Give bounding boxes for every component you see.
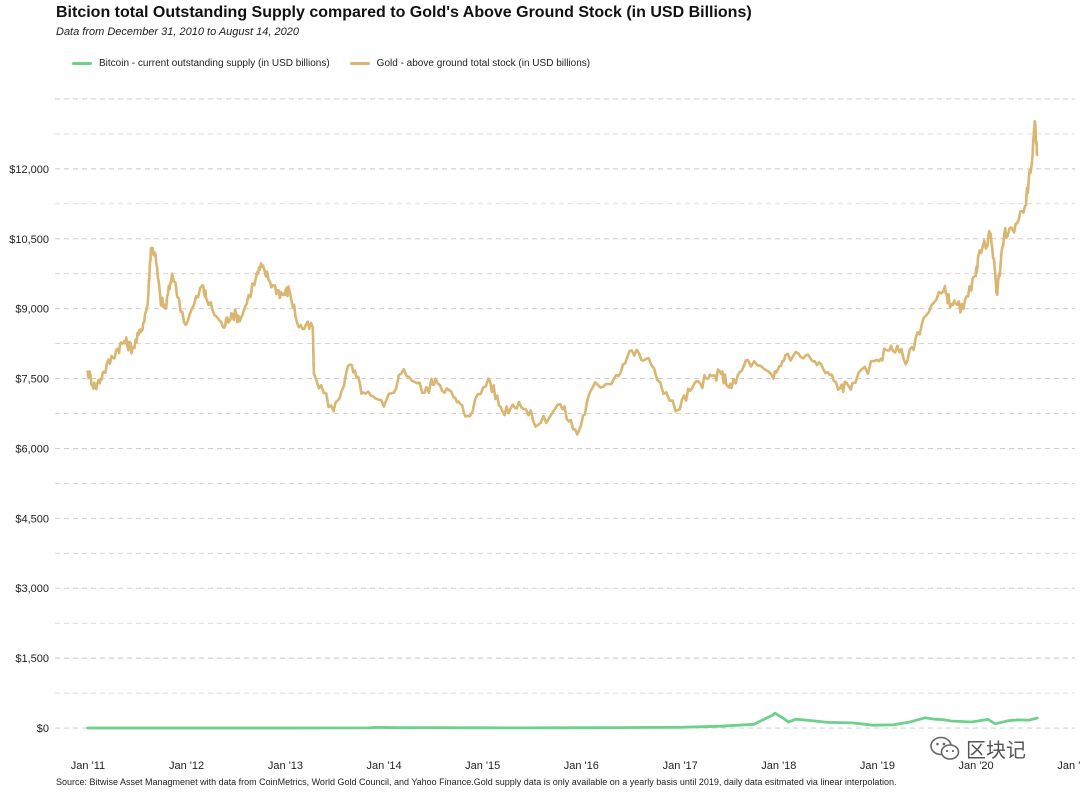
y-tick-label: $3,000 — [15, 583, 49, 595]
x-tick-label: Jan '11 — [71, 760, 105, 772]
legend-label-gold: Gold - above ground total stock (in USD … — [376, 58, 591, 69]
x-tick-label: Jan '18 — [761, 760, 796, 772]
bitcoin-series-line — [86, 711, 1039, 730]
legend-label-bitcoin: Bitcoin - current outstanding supply (in… — [99, 58, 330, 69]
watermark-text: 区块记 — [966, 740, 1026, 762]
y-tick-label: $4,500 — [15, 513, 49, 525]
y-tick-label: $7,500 — [15, 374, 49, 386]
x-axis-tick-labels: Jan '11 Jan '12 Jan '13 Jan '14 Jan '15 Jan '… — [71, 760, 1080, 772]
gold-series-line — [86, 120, 1039, 436]
watermark: 区块记 — [930, 734, 1026, 763]
x-tick-label: Jan '21 — [1057, 760, 1080, 772]
series-lines — [86, 120, 1039, 730]
y-axis-tick-labels: $0 $1,500 $3,000 $4,500 $6,000 $7,500 $9,000 $1… — [9, 164, 49, 735]
y-tick-label: $0 — [37, 723, 49, 735]
legend-item-gold: Gold - above ground total stock (in USD … — [349, 58, 591, 69]
x-tick-label: Jan '16 — [564, 760, 599, 772]
chart-subtitle: Data from December 31, 2010 to August 14… — [56, 26, 299, 38]
chart-legend: Bitcoin - current outstanding supply (in… — [72, 58, 610, 69]
x-tick-label: Jan '20 — [959, 760, 994, 772]
legend-item-bitcoin: Bitcoin - current outstanding supply (in… — [72, 58, 330, 69]
x-tick-label: Jan '15 — [465, 760, 500, 772]
y-tick-label: $1,500 — [15, 653, 49, 665]
source-note: Source: Bitwise Asset Managmenet with da… — [56, 777, 897, 787]
y-tick-label: $6,000 — [15, 443, 49, 455]
legend-swatch-gold — [349, 62, 370, 65]
y-tick-label: $12,000 — [9, 164, 49, 176]
x-tick-label: Jan '13 — [268, 760, 303, 772]
y-tick-label: $10,500 — [9, 234, 49, 246]
wechat-icon — [930, 736, 960, 760]
x-tick-label: Jan '12 — [169, 760, 204, 772]
chart-title: Bitcion total Outstanding Supply compare… — [56, 4, 752, 21]
x-tick-label: Jan '14 — [367, 760, 402, 772]
legend-swatch-bitcoin — [72, 62, 92, 65]
x-tick-label: Jan '17 — [663, 760, 698, 772]
grid-lines — [55, 98, 1075, 729]
y-tick-label: $9,000 — [15, 304, 49, 316]
x-tick-label: Jan '19 — [860, 760, 895, 772]
